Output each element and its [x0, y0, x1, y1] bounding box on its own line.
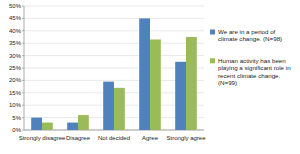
tick-label: 45%: [9, 15, 22, 21]
bar: [114, 88, 125, 130]
legend-line: climate change. (N=98): [218, 35, 282, 42]
legend-line: (N=99): [218, 79, 237, 86]
bar: [150, 39, 161, 130]
category-label: Agree: [142, 135, 159, 141]
grid-line: [24, 18, 204, 19]
tick-label: 35%: [9, 40, 22, 46]
tick-label: 25%: [9, 65, 22, 71]
bars: [31, 18, 197, 130]
chart: 0% 5% 10% 15% 20% 25% 30% 35% 40% 45% 50% Strongly …: [0, 0, 300, 154]
legend-line: playing a significant role in: [218, 64, 291, 71]
legend-label: We are in a period ofclimate change. (N=…: [218, 28, 282, 42]
tick-label: 0%: [12, 127, 21, 133]
bar: [31, 118, 42, 130]
grid-line: [24, 6, 204, 7]
category-label: Strongly agree: [166, 135, 206, 141]
tick-label: 50%: [9, 3, 22, 9]
legend-swatch: [210, 58, 215, 63]
tick-label: 15%: [9, 90, 22, 96]
bar: [175, 62, 186, 130]
legend-line: recent climate change.: [218, 72, 281, 79]
bar: [42, 123, 53, 130]
bar: [139, 18, 150, 130]
grid-line: [24, 55, 204, 56]
tick-label: 30%: [9, 53, 22, 59]
category-label: Strongly disagree: [19, 135, 66, 141]
bar: [103, 82, 114, 130]
y-axis: [24, 6, 25, 130]
tick-label: 5%: [12, 115, 21, 121]
legend-swatch: [210, 30, 215, 35]
tick-label: 40%: [9, 28, 22, 34]
grid-line: [24, 30, 204, 31]
bar: [78, 115, 89, 130]
tick-label: 10%: [9, 102, 22, 108]
category-label: Not decided: [98, 135, 130, 141]
legend-label: Human activity has beenplaying a signifi…: [218, 57, 291, 86]
grid-line: [24, 43, 204, 44]
legend-line: Human activity has been: [218, 57, 286, 64]
legend-line: We are in a period of: [218, 28, 276, 35]
category-label: Disagree: [66, 135, 91, 141]
tick-label: 20%: [9, 77, 22, 83]
bar: [67, 123, 78, 130]
bar: [186, 37, 197, 130]
